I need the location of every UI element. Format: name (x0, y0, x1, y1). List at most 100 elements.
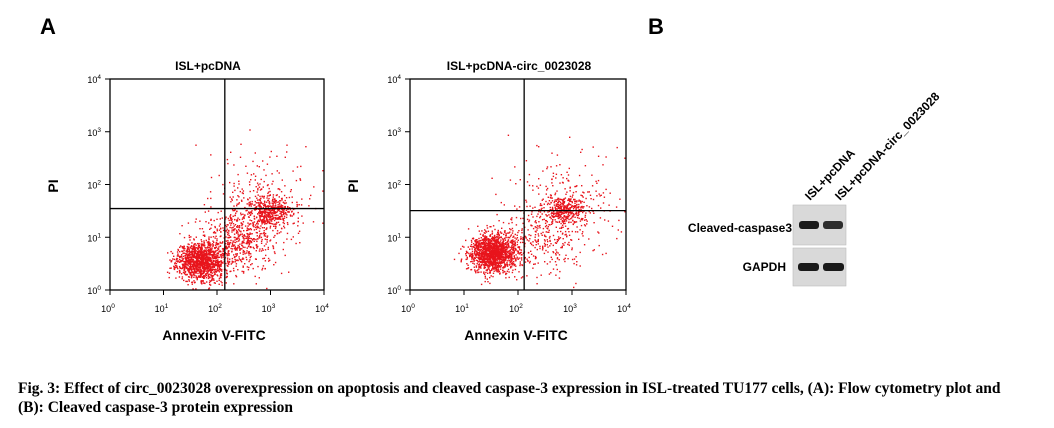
scatter-point (291, 211, 293, 213)
scatter-point (226, 230, 228, 232)
scatter-point (510, 266, 512, 268)
scatter-point (559, 182, 561, 184)
scatter-point (201, 255, 204, 257)
scatter-point (512, 236, 514, 238)
scatter-point (555, 264, 558, 266)
scatter-point (213, 273, 216, 276)
scatter-point (204, 250, 206, 252)
scatter-point (555, 249, 557, 251)
scatter-point (236, 259, 238, 261)
scatter-point (502, 246, 505, 249)
scatter-point (183, 249, 185, 252)
scatter-point (499, 273, 501, 275)
scatter-point (553, 215, 555, 218)
scatter-point (532, 216, 534, 218)
scatter-point (502, 269, 504, 271)
scatter-point (195, 244, 197, 246)
scatter-point (291, 196, 293, 198)
scatter-point (272, 204, 274, 206)
scatter-point (247, 222, 249, 224)
scatter-point (198, 247, 201, 249)
scatter-point (260, 178, 262, 181)
scatter-point (252, 222, 254, 225)
blot-row-label-gapdh: GAPDH (743, 260, 786, 274)
scatter-point (227, 237, 229, 239)
scatter-point (280, 212, 282, 214)
scatter-point (493, 244, 495, 246)
scatter-point (282, 209, 284, 212)
scatter-point (518, 230, 520, 232)
scatter-point (582, 191, 584, 193)
scatter-point (487, 238, 489, 240)
scatter-point (230, 217, 232, 220)
scatter-point (191, 265, 193, 268)
scatter-point (567, 258, 569, 260)
scatter-point (176, 261, 179, 263)
scatter-point (229, 270, 231, 273)
scatter-point (578, 200, 580, 202)
scatter-point (505, 257, 507, 259)
scatter-point (216, 274, 218, 276)
scatter-point (465, 253, 467, 255)
scatter-point (258, 237, 261, 239)
scatter-point (570, 212, 572, 214)
scatter-point (254, 200, 256, 203)
scatter-point (574, 221, 576, 223)
scatter-point (213, 265, 215, 268)
scatter-point (236, 238, 238, 240)
scatter-point (551, 178, 553, 180)
scatter-point (259, 216, 261, 218)
scatter-point (546, 239, 548, 241)
scatter-point (504, 243, 507, 245)
scatter-point (237, 234, 239, 236)
scatter-point (245, 237, 248, 240)
scatter-point (194, 261, 196, 263)
scatter-point (247, 252, 250, 254)
scatter-point (219, 245, 222, 247)
scatter-point (541, 204, 543, 207)
scatter-point (186, 248, 189, 250)
scatter-point (478, 260, 481, 262)
scatter-point (192, 259, 194, 261)
scatter-point (515, 224, 518, 226)
scatter-point (295, 242, 297, 245)
scatter-point (571, 201, 573, 204)
scatter-point (249, 129, 251, 131)
scatter-point (556, 257, 559, 259)
scatter-point (559, 210, 561, 213)
scatter-point (507, 268, 510, 271)
scatter-point (486, 251, 488, 253)
scatter-point (200, 258, 202, 261)
scatter-point (503, 270, 505, 273)
y-tick-label: 103 (87, 127, 101, 138)
scatter-point (266, 221, 269, 223)
scatter-point (557, 200, 560, 202)
scatter-point (530, 250, 532, 252)
scatter-point (573, 258, 576, 260)
scatter-point (219, 223, 221, 225)
scatter-point (195, 264, 197, 266)
scatter-point (566, 235, 568, 237)
scatter-point (598, 232, 600, 234)
scatter-point (486, 260, 489, 262)
scatter-point (545, 235, 547, 238)
scatter-point (202, 263, 204, 265)
scatter-point (243, 230, 245, 232)
scatter-point (494, 249, 496, 251)
scatter-point (241, 218, 244, 220)
scatter-point (187, 269, 190, 271)
scatter-point (489, 258, 492, 261)
scatter-point (561, 217, 563, 219)
scatter-point (566, 177, 568, 180)
scatter-point (244, 253, 246, 255)
scatter-point (268, 221, 270, 223)
scatter-point (559, 207, 561, 209)
scatter-point (624, 157, 626, 159)
scatter-point (209, 258, 211, 260)
scatter-point (190, 251, 193, 254)
scatter-point (171, 260, 173, 262)
scatter-point (198, 264, 200, 266)
scatter-point (201, 228, 204, 230)
scatter-point (200, 271, 202, 274)
scatter-point (484, 264, 487, 266)
